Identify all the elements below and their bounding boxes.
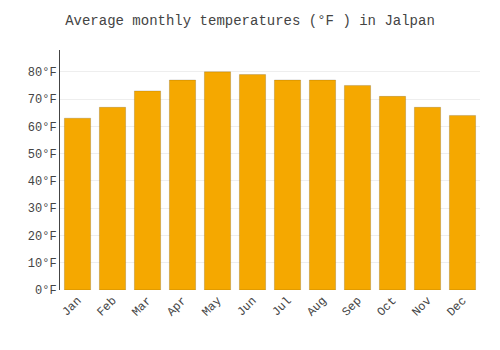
- svg-text:Average monthly temperatures (: Average monthly temperatures (°F ) in Ja…: [65, 13, 435, 29]
- svg-text:Nov: Nov: [409, 294, 434, 319]
- svg-text:30°F: 30°F: [28, 202, 57, 216]
- svg-text:Sep: Sep: [339, 294, 364, 319]
- svg-text:Dec: Dec: [444, 294, 469, 319]
- svg-text:Apr: Apr: [164, 294, 189, 319]
- svg-text:Feb: Feb: [94, 294, 119, 319]
- svg-text:80°F: 80°F: [28, 66, 57, 80]
- svg-text:May: May: [199, 294, 224, 319]
- svg-text:Oct: Oct: [374, 294, 399, 319]
- svg-text:70°F: 70°F: [28, 93, 57, 107]
- svg-text:Aug: Aug: [304, 294, 329, 319]
- svg-text:50°F: 50°F: [28, 148, 57, 162]
- svg-text:Jul: Jul: [269, 294, 294, 319]
- svg-text:Jan: Jan: [59, 294, 84, 319]
- svg-text:10°F: 10°F: [28, 257, 57, 271]
- svg-text:Mar: Mar: [129, 294, 154, 319]
- svg-text:60°F: 60°F: [28, 121, 57, 135]
- svg-text:Jun: Jun: [234, 294, 259, 319]
- svg-text:0°F: 0°F: [35, 284, 57, 298]
- svg-text:40°F: 40°F: [28, 175, 57, 189]
- svg-text:20°F: 20°F: [28, 230, 57, 244]
